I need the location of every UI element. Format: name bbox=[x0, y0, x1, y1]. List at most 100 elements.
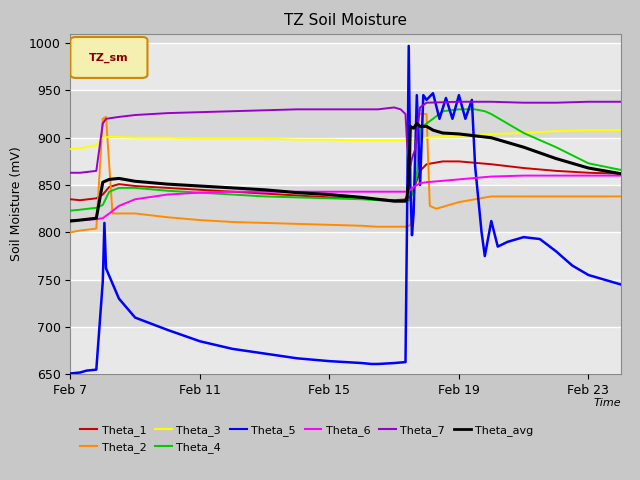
Theta_3 bbox=[584, 127, 592, 133]
Theta_6 bbox=[115, 203, 123, 209]
Theta_6 bbox=[584, 173, 592, 179]
Theta_7 bbox=[76, 170, 84, 176]
Theta_4 bbox=[358, 196, 365, 202]
Bar bbox=[70, 90, 621, 138]
Theta_2 bbox=[488, 193, 495, 199]
Theta_avg bbox=[406, 123, 414, 129]
Theta_5 bbox=[164, 327, 172, 333]
Theta_4 bbox=[374, 197, 382, 203]
Theta_4 bbox=[481, 108, 489, 114]
Theta_3 bbox=[293, 137, 301, 143]
Theta_4 bbox=[293, 194, 301, 200]
Theta_7 bbox=[131, 112, 139, 118]
Theta_6 bbox=[196, 190, 204, 195]
Theta_4 bbox=[584, 160, 592, 166]
Bar bbox=[70, 232, 621, 280]
Theta_6 bbox=[293, 189, 301, 194]
Theta_7 bbox=[164, 110, 172, 116]
Theta_7 bbox=[261, 108, 269, 113]
Theta_7 bbox=[584, 99, 592, 105]
Theta_5 bbox=[455, 92, 463, 98]
Theta_2 bbox=[374, 224, 382, 229]
Theta_3 bbox=[455, 133, 463, 139]
Theta_5 bbox=[408, 232, 416, 238]
Theta_1 bbox=[520, 165, 527, 171]
Theta_3 bbox=[261, 136, 269, 142]
Theta_2 bbox=[293, 221, 301, 227]
Theta_4 bbox=[106, 189, 113, 194]
Theta_1 bbox=[164, 185, 172, 191]
Theta_5 bbox=[481, 253, 489, 259]
Theta_5 bbox=[367, 361, 375, 367]
Theta_4 bbox=[76, 207, 84, 213]
Theta_6 bbox=[358, 189, 365, 194]
Theta_2 bbox=[406, 222, 414, 228]
Theta_7 bbox=[397, 107, 404, 112]
Theta_6 bbox=[390, 189, 398, 194]
Theta_1 bbox=[422, 161, 430, 167]
Theta_5 bbox=[442, 95, 450, 101]
Theta_6 bbox=[99, 216, 107, 221]
Line: Theta_1: Theta_1 bbox=[70, 161, 621, 200]
Theta_5 bbox=[100, 220, 108, 226]
Theta_3 bbox=[416, 136, 424, 142]
Theta_3 bbox=[488, 131, 495, 137]
Theta_7 bbox=[293, 107, 301, 112]
Theta_avg bbox=[520, 144, 527, 150]
Theta_1 bbox=[293, 192, 301, 198]
Theta_4 bbox=[228, 192, 236, 197]
Text: TZ_sm: TZ_sm bbox=[89, 52, 129, 62]
Theta_5 bbox=[131, 315, 139, 321]
Theta_7 bbox=[412, 146, 419, 152]
Theta_5 bbox=[102, 265, 110, 271]
Theta_7 bbox=[422, 100, 430, 106]
Theta_6 bbox=[374, 189, 382, 194]
Bar bbox=[70, 280, 621, 327]
Theta_avg bbox=[410, 125, 417, 131]
Theta_6 bbox=[488, 174, 495, 180]
Theta_7 bbox=[196, 109, 204, 115]
Theta_1 bbox=[228, 189, 236, 194]
Theta_3 bbox=[403, 138, 411, 144]
Theta_3 bbox=[406, 138, 414, 144]
Theta_1 bbox=[406, 193, 414, 199]
Theta_avg bbox=[228, 185, 236, 191]
Theta_1 bbox=[261, 191, 269, 196]
Theta_1 bbox=[99, 192, 107, 197]
Theta_6 bbox=[455, 177, 463, 182]
Theta_5 bbox=[520, 234, 527, 240]
Theta_7 bbox=[102, 116, 110, 121]
Theta_4 bbox=[504, 120, 511, 126]
Theta_6 bbox=[326, 189, 333, 194]
Theta_1 bbox=[488, 161, 495, 167]
Theta_5 bbox=[99, 279, 107, 285]
Theta_avg bbox=[402, 198, 410, 204]
Theta_3 bbox=[106, 134, 113, 140]
Theta_4 bbox=[413, 173, 420, 179]
Theta_avg bbox=[164, 181, 172, 187]
Theta_7 bbox=[390, 105, 398, 110]
Theta_3 bbox=[99, 135, 107, 141]
Theta_1 bbox=[374, 196, 382, 202]
Theta_avg bbox=[403, 193, 411, 199]
Theta_2 bbox=[99, 116, 107, 121]
Theta_4 bbox=[131, 185, 139, 191]
Theta_1 bbox=[416, 168, 424, 174]
FancyBboxPatch shape bbox=[70, 37, 147, 78]
Theta_7 bbox=[520, 100, 527, 106]
Theta_4 bbox=[196, 190, 204, 195]
Theta_1 bbox=[106, 184, 113, 190]
Theta_3 bbox=[67, 146, 74, 152]
Theta_4 bbox=[488, 111, 495, 117]
Theta_avg bbox=[429, 127, 437, 133]
Theta_6 bbox=[67, 217, 74, 223]
Theta_avg bbox=[106, 177, 113, 182]
Theta_1 bbox=[358, 195, 365, 201]
Theta_3 bbox=[196, 136, 204, 142]
Theta_2 bbox=[520, 193, 527, 199]
Theta_5 bbox=[422, 97, 430, 103]
Theta_1 bbox=[76, 197, 84, 203]
Theta_4 bbox=[115, 185, 123, 191]
Theta_7 bbox=[405, 156, 413, 161]
Theta_3 bbox=[374, 138, 382, 144]
